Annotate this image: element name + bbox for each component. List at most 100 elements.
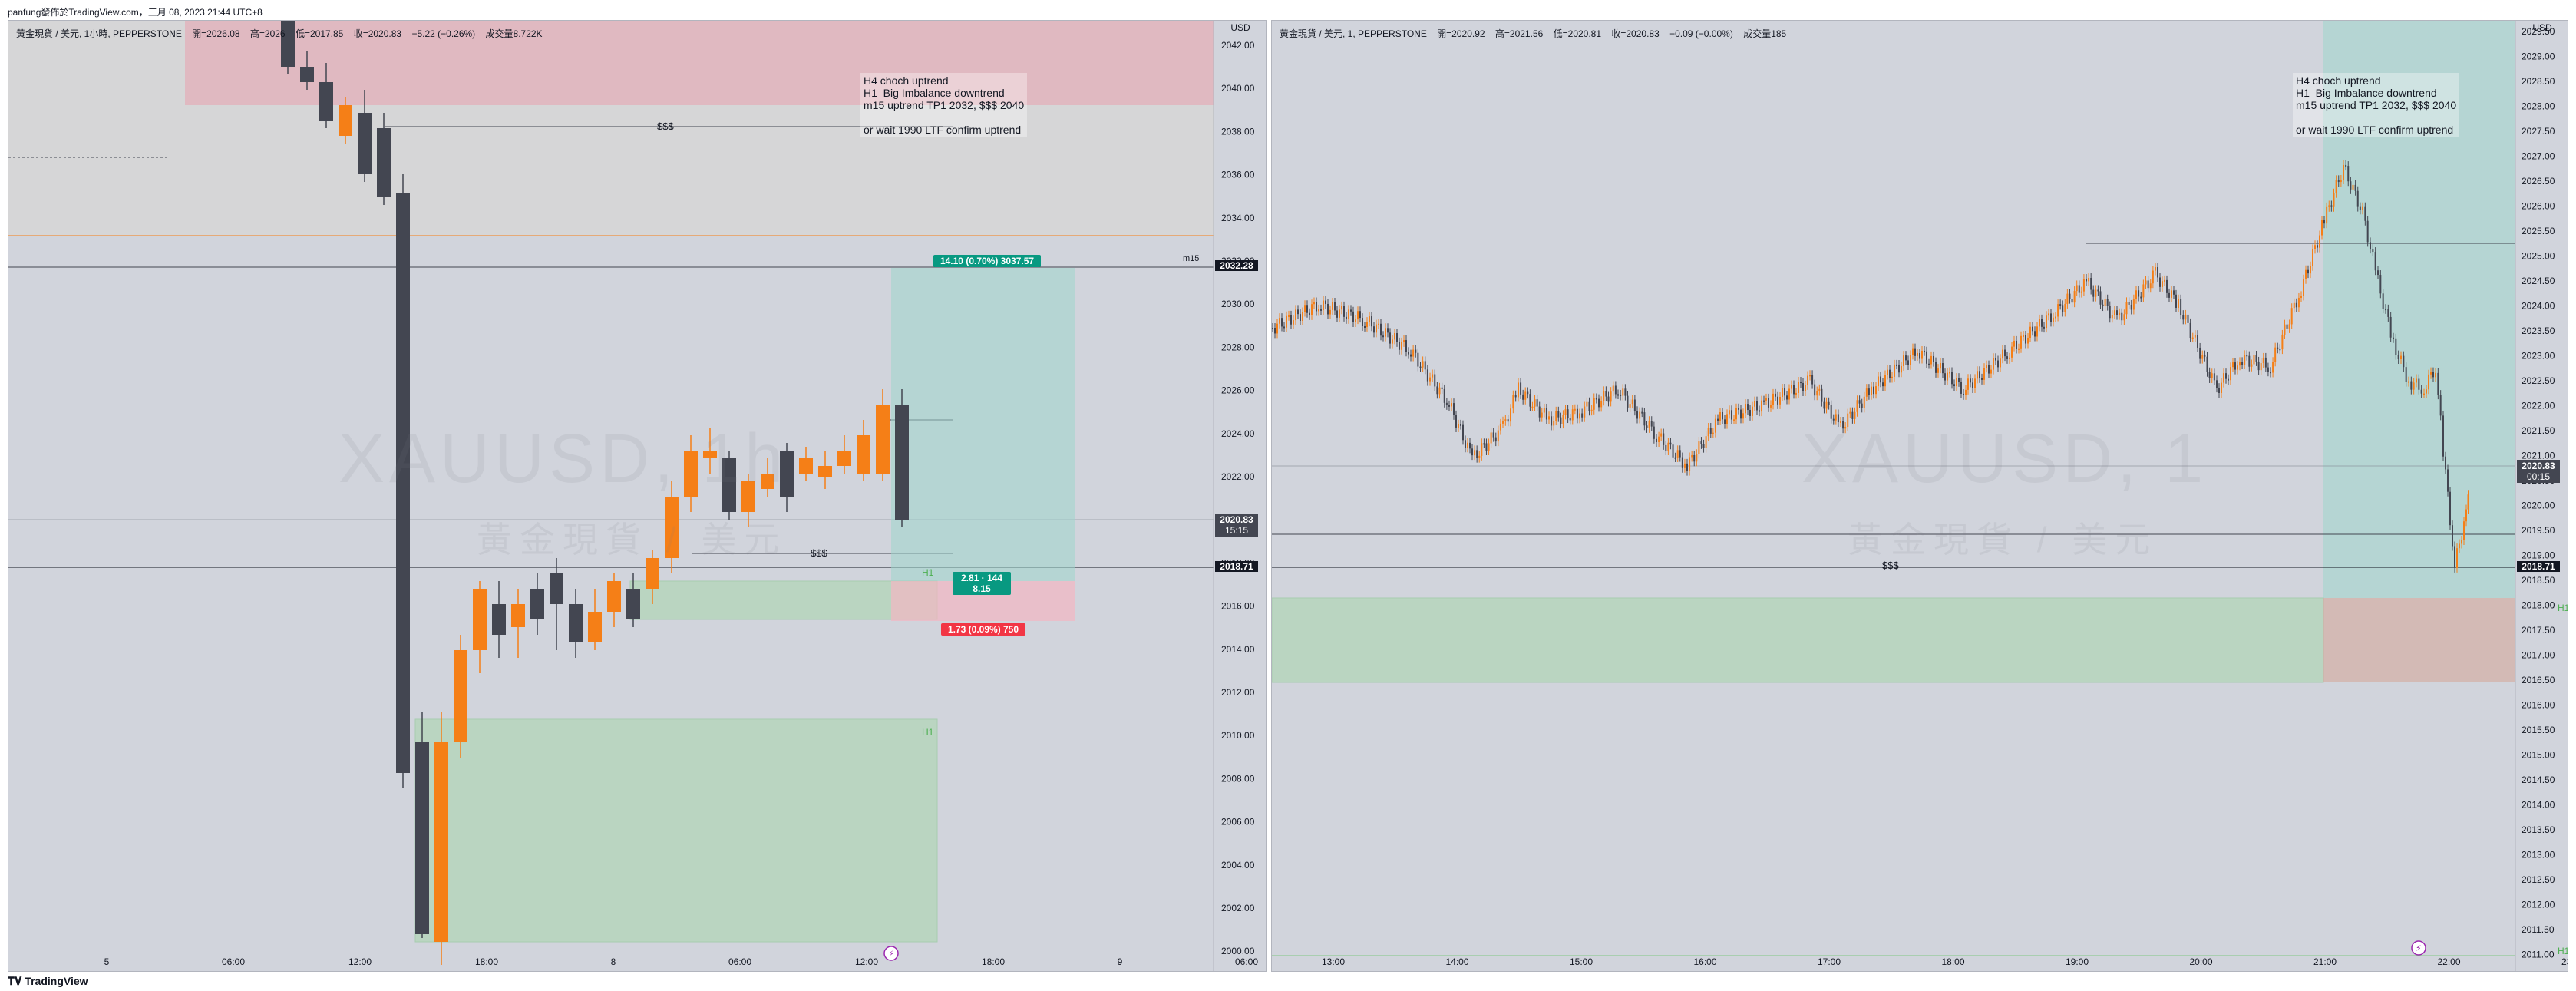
- right-legend-symbol[interactable]: 黃金現貨 / 美元, 1, PEPPERSTONE: [1280, 28, 1427, 39]
- left-candle: [300, 67, 314, 82]
- right-candle: [1777, 396, 1778, 405]
- right-candle: [1974, 378, 1976, 388]
- right-candle: [1861, 403, 1863, 408]
- right-price-axis-tick: 2017.00: [2522, 650, 2555, 661]
- left-time-axis-tick: 18:00: [475, 956, 498, 967]
- right-candle: [1816, 391, 1818, 396]
- right-candle: [1297, 309, 1299, 315]
- tradingview-logo[interactable]: 𝐓𝐕 TradingView: [8, 975, 88, 988]
- right-candle: [1924, 350, 1925, 352]
- right-candle: [1401, 342, 1402, 350]
- left-analysis-note[interactable]: H4 choch uptrend H1 Big Imbalance downtr…: [860, 73, 1028, 137]
- left-price-axis-tick: 2016.00: [1221, 601, 1255, 612]
- right-candle: [2178, 299, 2179, 308]
- tv-logo-icon: 𝐓𝐕: [8, 976, 22, 988]
- left-price-axis-tick: 2030.00: [1221, 299, 1255, 309]
- right-candle: [2326, 206, 2328, 224]
- right-candle: [1905, 355, 1907, 361]
- right-candle: [1465, 440, 1466, 448]
- right-candle: [2152, 270, 2154, 284]
- right-candle: [1576, 408, 1578, 419]
- right-candle: [2230, 367, 2231, 381]
- right-candle: [1722, 412, 1723, 420]
- right-candle: [1399, 342, 1400, 350]
- position-target-label[interactable]: 14.10 (0.70%) 3037.57: [933, 255, 1041, 267]
- right-candle: [2162, 281, 2163, 287]
- left-legend-change: −5.22 (−0.26%): [411, 28, 476, 39]
- right-candle: [1415, 349, 1417, 353]
- right-candle: [1856, 400, 1858, 412]
- right-candle: [2145, 280, 2147, 285]
- position-stop-label[interactable]: 1.73 (0.09%) 750: [941, 623, 1025, 636]
- right-candle: [2111, 315, 2113, 319]
- right-candle: [1788, 388, 1790, 400]
- right-price-axis-tick: 2027.50: [2522, 126, 2555, 137]
- right-candle: [1541, 412, 1543, 418]
- right-candle: [1620, 394, 1622, 396]
- right-candle: [1362, 318, 1363, 326]
- right-candle: [2454, 546, 2455, 568]
- right-candle: [2435, 372, 2436, 378]
- left-legend-volume: 成交量8.722K: [485, 28, 543, 39]
- right-liquidity-label: $$$: [1882, 560, 1899, 571]
- right-candle: [1569, 418, 1571, 421]
- right-currency-label: USD: [2532, 22, 2552, 33]
- right-candle: [2333, 193, 2335, 207]
- header-bar: panfung發佈於TradingView.com，三月 08, 2023 21…: [0, 0, 2576, 20]
- left-candle: [876, 405, 890, 474]
- right-candle: [1740, 409, 1742, 419]
- right-time-axis-tick: 20:00: [2189, 956, 2212, 967]
- right-candle: [1279, 318, 1280, 324]
- right-legend-close: 收=2020.83: [1611, 28, 1660, 39]
- right-candle: [2323, 220, 2325, 224]
- right-candle: [1478, 455, 1481, 458]
- right-chart-canvas[interactable]: 2029.50 2029.00 2028.50 2028.00 2027.50 2027.…: [1272, 21, 2568, 972]
- right-chart-pane[interactable]: 2029.50 2029.00 2028.50 2028.00 2027.50 2027.…: [1271, 20, 2568, 972]
- left-legend-symbol[interactable]: 黃金現貨 / 美元, 1小時, PEPPERSTONE: [16, 28, 182, 39]
- left-badge-current-price: 2020.83: [1220, 514, 1253, 525]
- right-candle: [2286, 324, 2288, 329]
- right-candle: [1821, 388, 1823, 402]
- right-candle: [1336, 310, 1338, 318]
- left-time-axis[interactable]: 5 06:00 12:00 18:00 8 06:00 12:00 18:00 9 06:00: [104, 956, 1259, 967]
- right-candle: [1854, 411, 1856, 419]
- right-candle: [2069, 293, 2071, 299]
- left-badge-current: 2020.83 15:15: [1215, 514, 1258, 537]
- right-candle: [1346, 316, 1347, 319]
- right-candle: [2293, 302, 2295, 309]
- right-candle: [1522, 394, 1524, 400]
- right-time-axis[interactable]: 13:00 14:00 15:00 16:00 17:00 18:00 19:00 20:00…: [1322, 956, 2568, 967]
- left-candle: [530, 589, 544, 619]
- left-candle: [454, 650, 467, 742]
- position-ratio-label[interactable]: 2.81 · 144 8.15: [953, 572, 1011, 595]
- right-price-axis[interactable]: 2029.50 2029.00 2028.50 2028.00 2027.50 2027.…: [2522, 26, 2555, 960]
- left-chart-pane[interactable]: 2042.00 2040.00 2038.00 2036.00 2034.00 2032.…: [8, 20, 1267, 972]
- right-candle: [2208, 372, 2211, 378]
- right-candle: [1339, 309, 1340, 318]
- right-analysis-note[interactable]: H4 choch uptrend H1 Big Imbalance downtr…: [2293, 73, 2460, 137]
- right-candle: [2416, 378, 2417, 383]
- right-candle: [1896, 364, 1897, 366]
- right-candle: [2023, 335, 2024, 337]
- left-badge-countdown: 15:15: [1224, 525, 1249, 536]
- right-candle: [1988, 365, 1990, 374]
- right-candle: [1714, 418, 1716, 433]
- right-candle: [2228, 378, 2229, 381]
- right-candle: [1926, 351, 1927, 364]
- right-candle: [2039, 319, 2040, 327]
- right-candle: [1586, 401, 1588, 407]
- right-candle: [1818, 388, 1821, 391]
- right-candle: [1738, 408, 1739, 410]
- right-candle: [1448, 405, 1450, 407]
- right-candle: [1327, 303, 1329, 315]
- right-candle: [1443, 388, 1445, 403]
- left-liquidity-label-top: $$$: [657, 121, 674, 132]
- header-title: panfung發佈於TradingView.com，三月 08, 2023 21…: [8, 7, 263, 18]
- right-candle: [1548, 416, 1550, 420]
- right-candle: [2004, 349, 2006, 357]
- right-candle: [2408, 381, 2409, 383]
- right-candle: [2430, 372, 2432, 375]
- right-candle: [1858, 400, 1861, 404]
- right-candle: [1800, 382, 1802, 384]
- right-candle: [1483, 443, 1485, 445]
